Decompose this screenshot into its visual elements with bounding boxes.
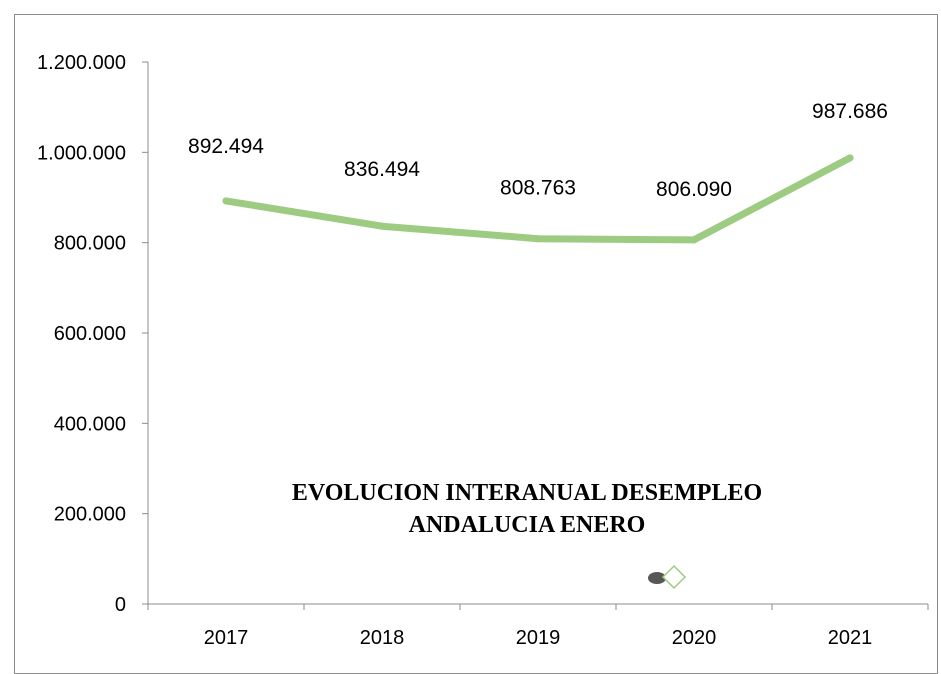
data-point xyxy=(222,197,230,205)
chart-frame xyxy=(14,14,938,674)
x-tick-label: 2021 xyxy=(828,627,873,649)
chart-title-line-1: EVOLUCION INTERANUAL DESEMPLEO xyxy=(292,480,762,506)
axes: 0 200.000 400.000 600.000 800.000 1.000.000 1.… xyxy=(37,52,929,649)
data-label: 808.763 xyxy=(500,177,576,200)
y-tick-label: 200.000 xyxy=(54,504,126,526)
data-point xyxy=(534,235,542,243)
data-label: 987.686 xyxy=(812,100,888,123)
y-tick-label: 600.000 xyxy=(54,323,126,345)
y-tick-label: 400.000 xyxy=(54,413,126,435)
y-tick-label: 0 xyxy=(115,594,126,616)
data-label: 836.494 xyxy=(344,158,420,181)
data-point xyxy=(846,154,854,162)
x-tick-label: 2018 xyxy=(360,627,405,649)
chart-title-line-2: ANDALUCIA ENERO xyxy=(409,512,646,538)
y-tick-label: 800.000 xyxy=(54,233,126,255)
y-tick-label: 1.200.000 xyxy=(37,52,126,74)
data-label: 892.494 xyxy=(188,135,264,158)
data-point xyxy=(378,222,386,230)
x-tick-label: 2020 xyxy=(672,627,717,649)
line-chart: 0 200.000 400.000 600.000 800.000 1.000.000 1.… xyxy=(37,52,929,649)
x-tick-label: 2019 xyxy=(516,627,561,649)
selection-marker-icon xyxy=(648,564,687,590)
series-layer xyxy=(222,154,854,244)
data-point xyxy=(690,236,698,244)
y-tick-label: 1.000.000 xyxy=(37,142,126,164)
x-tick-label: 2017 xyxy=(204,627,249,649)
labels-layer: 892.494 836.494 808.763 806.090 987.686 xyxy=(188,100,888,201)
data-label: 806.090 xyxy=(656,178,732,201)
